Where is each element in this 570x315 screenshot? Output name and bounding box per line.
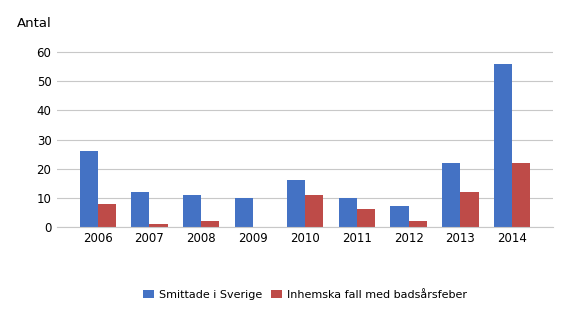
Bar: [442, 163, 461, 227]
Bar: [201, 221, 219, 227]
Bar: [512, 163, 530, 227]
Bar: [149, 224, 168, 227]
Text: Antal: Antal: [17, 17, 52, 30]
Bar: [287, 180, 305, 227]
Bar: [131, 192, 149, 227]
Bar: [390, 206, 409, 227]
Bar: [183, 195, 201, 227]
Bar: [97, 203, 116, 227]
Bar: [235, 198, 253, 227]
Bar: [494, 64, 512, 227]
Bar: [339, 198, 357, 227]
Bar: [357, 209, 375, 227]
Bar: [461, 192, 479, 227]
Bar: [409, 221, 427, 227]
Legend: Smittade i Sverige, Inhemska fall med badsårsfeber: Smittade i Sverige, Inhemska fall med ba…: [139, 285, 471, 304]
Bar: [305, 195, 323, 227]
Bar: [80, 151, 97, 227]
